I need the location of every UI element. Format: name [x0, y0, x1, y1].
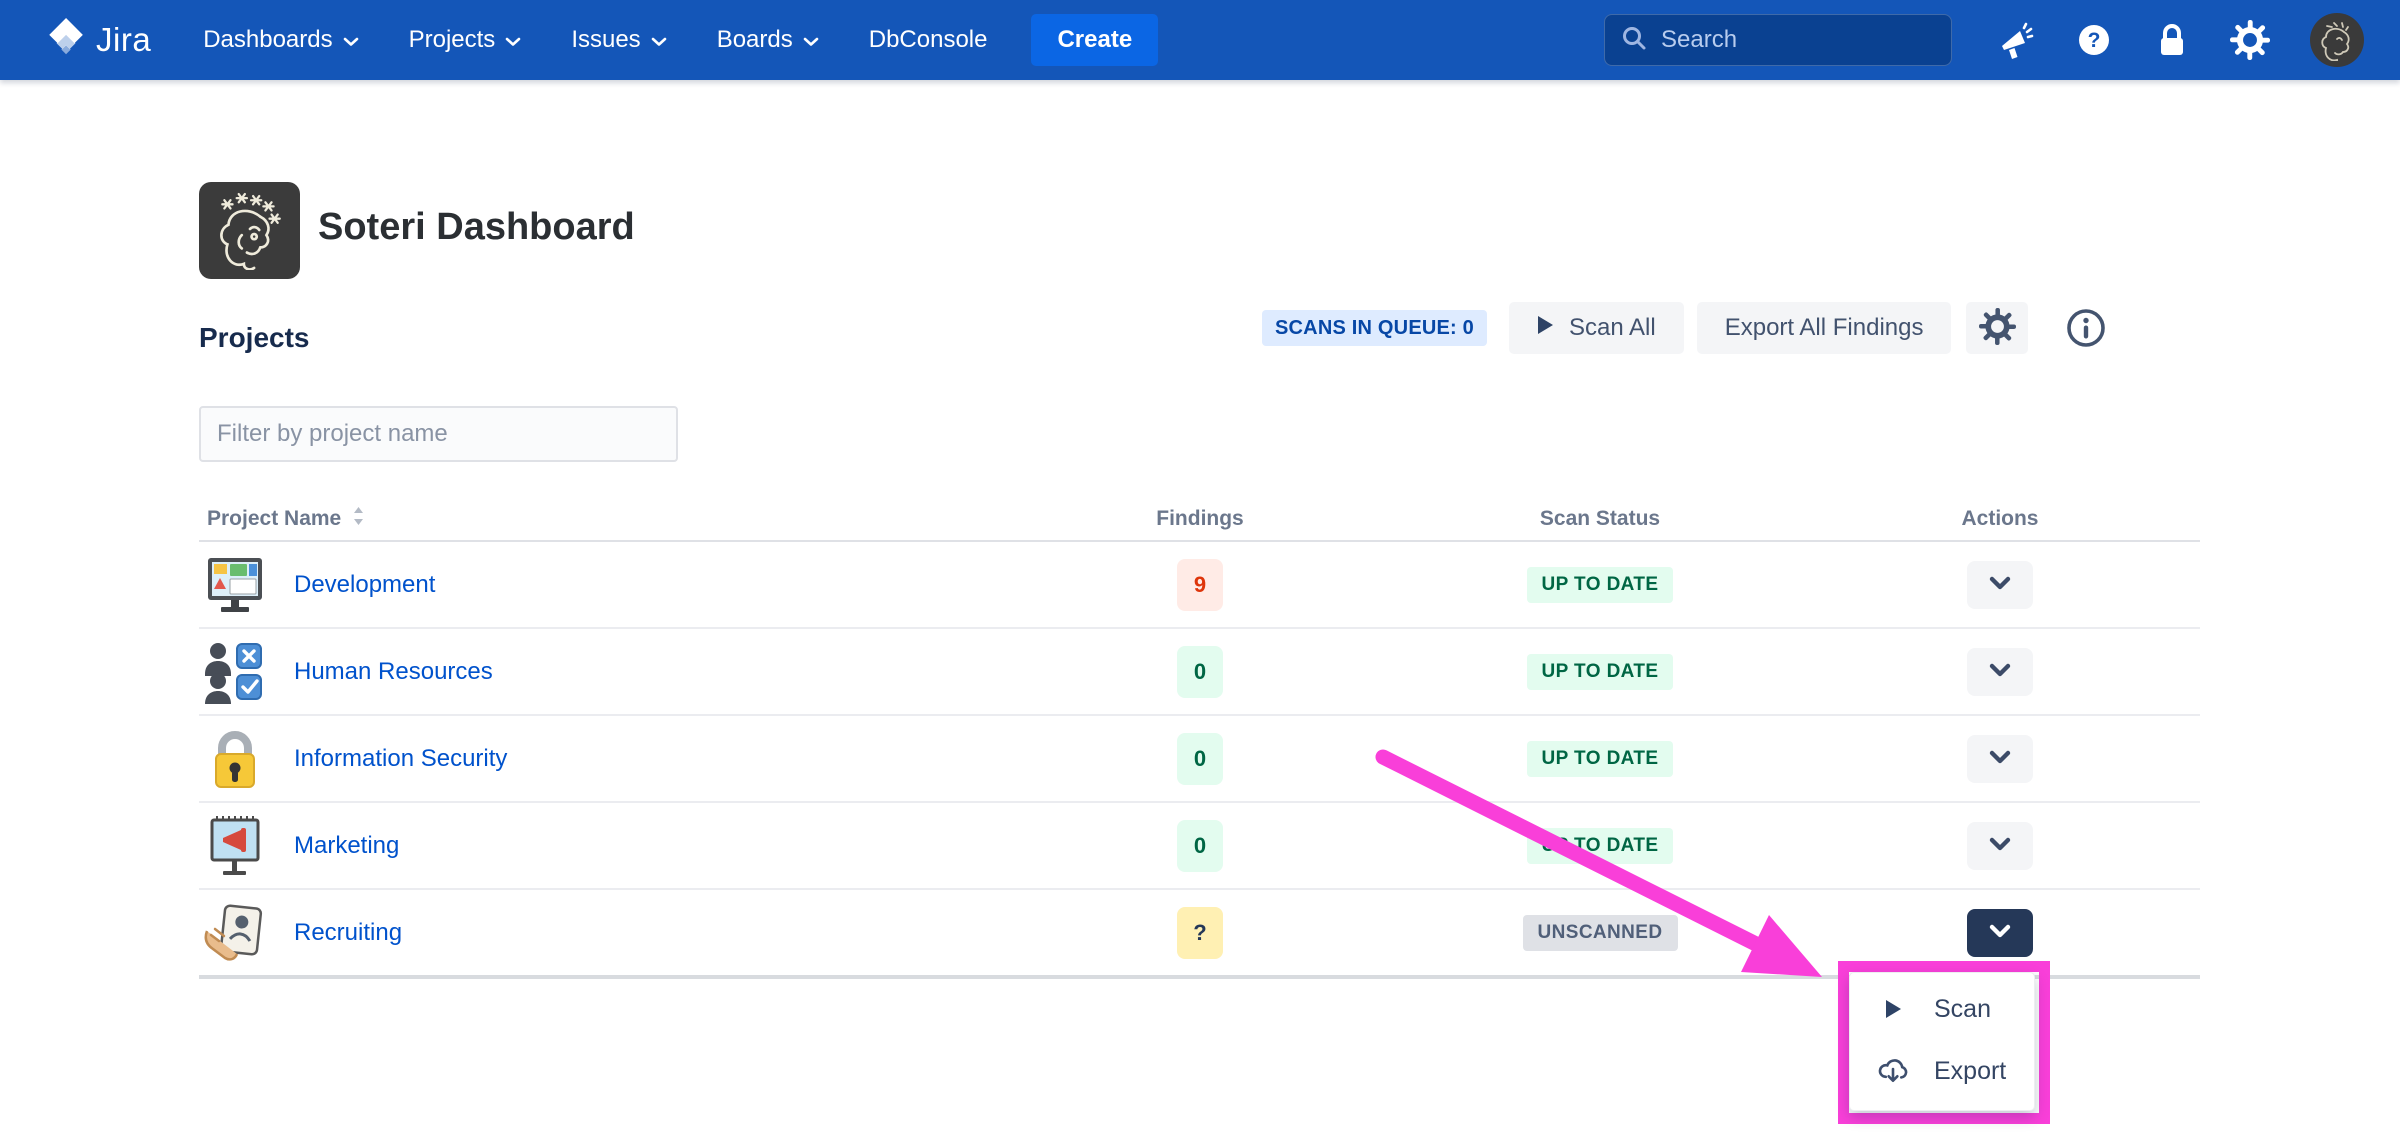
chevron-down-icon — [803, 26, 819, 54]
findings-badge: 0 — [1177, 819, 1223, 872]
row-actions-dropdown-button[interactable] — [1967, 734, 2033, 783]
findings-badge: 0 — [1177, 732, 1223, 785]
project-filter — [199, 406, 678, 462]
recruiting-hand-icon — [203, 901, 267, 965]
annotation-highlight-box: Scan Export — [1838, 961, 2050, 1124]
table-header: Project Name Findings Scan Status Action… — [199, 497, 2200, 542]
scan-status-badge: UP TO DATE — [1526, 653, 1674, 690]
settings-button[interactable] — [1966, 302, 2029, 354]
nav-right-icons: ? — [1996, 13, 2364, 67]
lock-icon[interactable] — [2154, 20, 2190, 60]
table-row-information-security: Information Security 0 UP TO DATE — [199, 716, 2200, 803]
development-monitor-icon — [203, 553, 267, 617]
nav-item-dashboards[interactable]: Dashboards — [203, 26, 358, 54]
nav-item-boards[interactable]: Boards — [717, 26, 819, 54]
findings-badge: ? — [1177, 906, 1223, 959]
project-filter-input[interactable] — [199, 406, 678, 462]
project-link[interactable]: Recruiting — [294, 918, 403, 946]
projects-table: Project Name Findings Scan Status Action… — [199, 497, 2200, 979]
search-box[interactable] — [1604, 14, 1973, 66]
chevron-down-icon — [343, 26, 359, 54]
jira-mark-icon — [44, 17, 86, 64]
column-header-findings: Findings — [1156, 506, 1244, 530]
chevron-down-icon — [1988, 924, 2012, 942]
menu-item-export[interactable]: Export — [1850, 1040, 2034, 1102]
findings-badge: 0 — [1177, 645, 1223, 698]
gear-icon — [1978, 308, 2016, 348]
scan-status-badge: UP TO DATE — [1526, 566, 1674, 603]
jira-logo[interactable]: Jira — [44, 17, 151, 64]
table-row-human-resources: Human Resources 0 UP TO DATE — [199, 629, 2200, 716]
project-link[interactable]: Marketing — [294, 831, 400, 859]
row-actions-dropdown-button[interactable] — [1967, 821, 2033, 870]
row-actions-dropdown-button[interactable] — [1967, 647, 2033, 696]
nav-menu: Dashboards Projects Issues Boards DbConsole — [203, 26, 987, 54]
hr-people-icon — [203, 640, 267, 704]
chevron-down-icon — [651, 26, 667, 54]
project-link[interactable]: Human Resources — [294, 657, 493, 685]
column-header-scan-status: Scan Status — [1539, 506, 1661, 530]
row-actions-dropdown-menu: Scan Export — [1849, 972, 2035, 1111]
scan-all-button[interactable]: Scan All — [1509, 302, 1684, 354]
search-input[interactable] — [1659, 25, 1973, 55]
row-actions-dropdown-button[interactable] — [1967, 908, 2033, 957]
scans-in-queue-badge: SCANS IN QUEUE: 0 — [1262, 310, 1487, 346]
row-actions-dropdown-button[interactable] — [1967, 560, 2033, 609]
create-button[interactable]: Create — [1031, 14, 1159, 66]
nav-item-issues[interactable]: Issues — [571, 26, 666, 54]
marketing-billboard-icon — [203, 814, 267, 878]
search-icon — [1621, 25, 1647, 56]
chevron-down-icon — [1988, 663, 2012, 681]
nav-item-dbconsole[interactable]: DbConsole — [868, 26, 988, 53]
cloud-download-icon — [1878, 1057, 1908, 1085]
sort-icon — [351, 505, 366, 533]
soteri-logo — [199, 182, 300, 279]
column-header-actions: Actions — [1961, 506, 2039, 530]
page-title: Soteri Dashboard — [318, 206, 635, 248]
play-icon — [1537, 314, 1554, 342]
export-all-findings-button[interactable]: Export All Findings — [1696, 302, 1952, 354]
scan-status-badge: UP TO DATE — [1526, 740, 1674, 777]
menu-item-scan[interactable]: Scan — [1850, 978, 2034, 1040]
brand-text: Jira — [96, 21, 152, 58]
gear-icon[interactable] — [2230, 20, 2270, 60]
info-icon[interactable] — [2065, 307, 2107, 349]
toolbar: SCANS IN QUEUE: 0 Scan All Export All Fi… — [1262, 302, 2107, 354]
top-nav: Jira Dashboards Projects Issues Boards DbCon… — [0, 0, 2400, 80]
megaphone-icon[interactable] — [1996, 20, 2034, 60]
chevron-down-icon — [1988, 750, 2012, 768]
table-row-marketing: Marketing 0 UP TO DATE — [199, 803, 2200, 890]
findings-badge: 9 — [1177, 558, 1223, 611]
chevron-down-icon — [1988, 837, 2012, 855]
play-icon — [1878, 999, 1908, 1019]
chevron-down-icon — [505, 26, 521, 54]
table-row-development: Development 9 UP TO DATE — [199, 542, 2200, 629]
svg-text:?: ? — [2088, 29, 2101, 52]
column-header-project-name[interactable]: Project Name — [199, 505, 1040, 533]
projects-heading: Projects — [199, 322, 310, 353]
scan-status-badge: UNSCANNED — [1522, 914, 1678, 951]
project-link[interactable]: Development — [294, 570, 436, 598]
project-link[interactable]: Information Security — [294, 744, 508, 772]
scan-status-badge: UP TO DATE — [1526, 827, 1674, 864]
nav-item-projects[interactable]: Projects — [409, 26, 522, 54]
avatar[interactable] — [2310, 13, 2364, 67]
chevron-down-icon — [1988, 576, 2012, 594]
help-icon[interactable]: ? — [2074, 20, 2114, 60]
security-padlock-icon — [203, 727, 267, 791]
